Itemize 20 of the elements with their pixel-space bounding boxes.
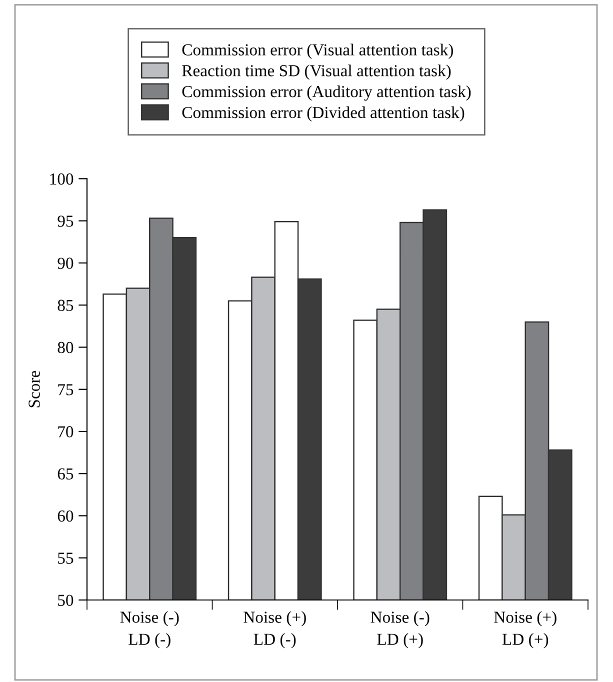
legend-label: Commission error (Auditory attention task) [182, 85, 471, 101]
y-tick-label: 70 [58, 426, 74, 438]
x-tick-label: Noise (-) LD (-) [120, 611, 179, 648]
x-tick-label: Noise (-) LD (+) [370, 611, 430, 648]
y-tick-label: 95 [58, 216, 74, 227]
legend-label: Commission error (Visual attention task) [182, 44, 453, 59]
y-axis-title: Score [28, 370, 40, 408]
y-tick-label: 55 [58, 552, 74, 564]
y-tick-label: 75 [58, 384, 74, 396]
legend-label: Reaction time SD (Visual attention task) [182, 64, 451, 80]
y-tick-label: 65 [58, 468, 74, 480]
y-tick-label: 85 [58, 300, 74, 312]
y-tick-label: 80 [58, 342, 74, 354]
legend-label: Commission error (Divided attention task) [182, 106, 464, 122]
y-tick-label: 90 [58, 258, 74, 269]
y-tick-label: 50 [58, 594, 74, 606]
y-tick-label: 60 [58, 510, 74, 522]
x-tick-label: Noise (+) LD (-) [244, 611, 306, 648]
x-tick-label: Noise (+) LD (+) [494, 611, 556, 648]
y-tick-label: 100 [50, 173, 74, 185]
